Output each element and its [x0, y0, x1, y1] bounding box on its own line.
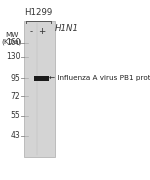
Text: +: +	[38, 28, 46, 37]
Text: H1N1: H1N1	[55, 24, 79, 33]
Text: 95: 95	[11, 74, 20, 83]
Text: 72: 72	[11, 92, 20, 101]
Text: H1299: H1299	[24, 8, 53, 17]
Text: 43: 43	[11, 131, 20, 140]
Text: ← Influenza A virus PB1 protein: ← Influenza A virus PB1 protein	[50, 75, 150, 81]
Text: 130: 130	[6, 52, 20, 61]
Bar	[24, 21, 55, 157]
Text: MW
(KDa): MW (KDa)	[2, 32, 22, 46]
Text: -: -	[30, 28, 33, 37]
Text: 160: 160	[6, 38, 20, 47]
Bar	[34, 76, 49, 81]
Text: 55: 55	[11, 111, 20, 120]
